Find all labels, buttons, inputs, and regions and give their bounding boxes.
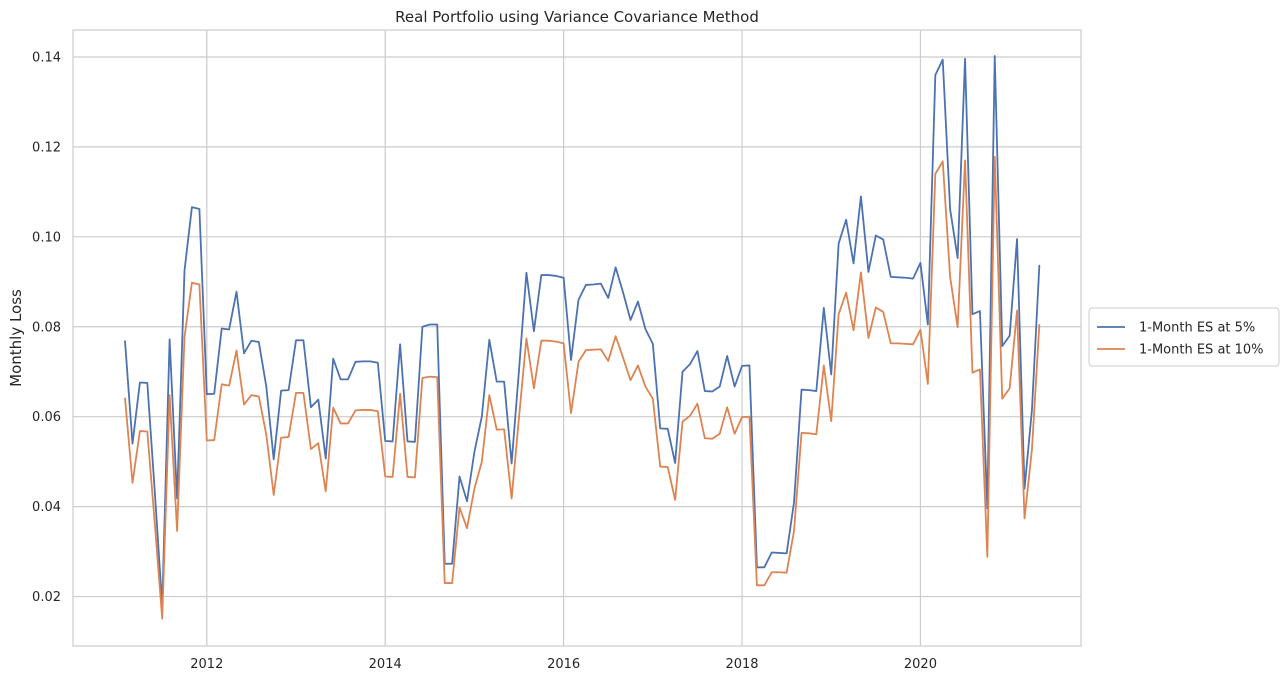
x-tick-labels: 2012 2014 2016 2018 2020 (190, 657, 937, 672)
x-tick-label: 2012 (190, 657, 223, 672)
y-axis-label: Monthly Loss (7, 289, 25, 387)
x-tick-label: 2016 (547, 657, 580, 672)
x-tick-label: 2020 (904, 657, 937, 672)
y-tick-labels: 0.02 0.04 0.06 0.08 0.10 0.12 0.14 (32, 50, 61, 605)
y-tick-label: 0.08 (32, 320, 61, 335)
y-tick-label: 0.14 (32, 50, 61, 65)
series-line-es-5pct (124, 55, 1041, 607)
y-tick-label: 0.06 (32, 410, 61, 425)
legend-label: 1-Month ES at 10% (1139, 343, 1264, 358)
y-tick-label: 0.10 (32, 230, 61, 245)
series-line-es-10pct (124, 155, 1041, 620)
x-tick-label: 2018 (725, 657, 758, 672)
legend: 1-Month ES at 5% 1-Month ES at 10% (1088, 307, 1280, 367)
y-tick-label: 0.04 (32, 500, 61, 515)
plot-area-frame (72, 29, 1082, 647)
x-gridlines (206, 30, 922, 646)
y-tick-label: 0.02 (32, 590, 61, 605)
x-tick-label: 2014 (369, 657, 402, 672)
y-tick-label: 0.12 (32, 140, 61, 155)
chart-title: Real Portfolio using Variance Covariance… (395, 8, 759, 26)
series-layer (124, 55, 1041, 620)
legend-label: 1-Month ES at 5% (1139, 321, 1255, 336)
legend-box (1088, 307, 1280, 367)
